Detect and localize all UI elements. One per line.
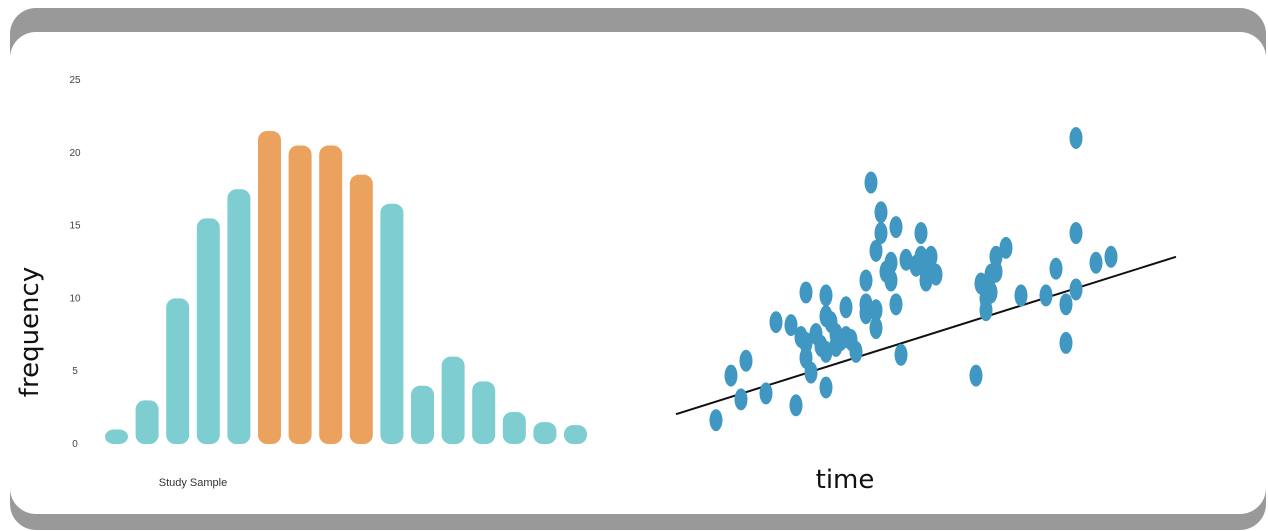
y-axis-label: frequency xyxy=(15,267,45,397)
scatter-point xyxy=(889,216,903,239)
scatter-point xyxy=(819,284,833,307)
scatter-point xyxy=(759,382,773,405)
scatter-point xyxy=(724,364,738,387)
scatter-point xyxy=(859,269,873,292)
scatter-point xyxy=(1059,293,1073,316)
y-tick-label: 10 xyxy=(69,293,81,304)
scatter-point xyxy=(874,222,888,245)
histogram-bar xyxy=(105,429,128,444)
scatter-point xyxy=(1039,284,1053,307)
histogram-bar xyxy=(533,422,557,444)
scatter-point xyxy=(789,394,803,417)
scatter-point xyxy=(869,299,883,322)
histogram-bar xyxy=(441,356,465,444)
y-tick-label: 0 xyxy=(72,439,78,450)
histogram-bar xyxy=(196,218,220,444)
histogram-bar xyxy=(380,203,404,444)
scatter-point xyxy=(884,251,898,274)
histogram-chart: frequency 0 5 10 15 20 25 Study Sample xyxy=(15,75,587,489)
scatter-point xyxy=(734,388,748,411)
histogram-bar xyxy=(319,145,343,444)
scatter-point xyxy=(819,340,833,363)
scatter-point xyxy=(984,281,998,304)
scatter-point xyxy=(739,349,753,372)
scatter-point xyxy=(889,293,903,316)
y-axis-ticks: 0 5 10 15 20 25 xyxy=(69,75,81,450)
x-axis-label: Study Sample xyxy=(159,477,227,489)
histogram-bar xyxy=(472,381,496,444)
scatter-point xyxy=(769,311,783,334)
scatter-point xyxy=(999,236,1013,259)
scatter-point xyxy=(839,296,853,319)
y-tick-label: 15 xyxy=(69,221,81,232)
scatter-point xyxy=(784,314,798,337)
scatter-chart: time xyxy=(675,127,1177,495)
scatter-point xyxy=(1104,245,1118,268)
scatter-point xyxy=(869,239,883,262)
histogram-bar xyxy=(349,174,373,444)
scatter-point xyxy=(1049,257,1063,280)
scatter-point xyxy=(819,376,833,399)
histogram-bar xyxy=(258,130,281,444)
trend-line xyxy=(675,255,1177,416)
y-tick-label: 5 xyxy=(72,366,78,377)
histogram-bar xyxy=(564,425,587,444)
histogram-bar xyxy=(411,385,434,444)
scatter-point xyxy=(989,260,1003,283)
scatter-points xyxy=(709,127,1118,432)
scatter-point xyxy=(924,245,938,268)
scatter-point xyxy=(884,269,898,292)
scatter-point xyxy=(1089,251,1103,274)
scatter-point xyxy=(849,340,863,363)
bar-series xyxy=(105,130,587,444)
histogram-bar xyxy=(135,400,159,444)
scatter-point xyxy=(864,171,878,194)
histogram-bar xyxy=(227,189,251,444)
scatter-point xyxy=(969,364,983,387)
y-tick-label: 20 xyxy=(69,148,81,159)
scatter-point xyxy=(1069,222,1083,245)
scatter-point xyxy=(869,317,883,340)
scatter-point xyxy=(804,361,818,384)
scatter-point xyxy=(914,222,928,245)
scatter-point xyxy=(894,343,908,366)
scatter-point xyxy=(709,409,723,432)
scatter-point xyxy=(859,302,873,325)
scatter-point xyxy=(899,248,913,271)
scatter-point xyxy=(1069,127,1083,149)
x-axis-label-time: time xyxy=(816,465,875,495)
scatter-point xyxy=(1014,284,1028,307)
scatter-point xyxy=(799,281,813,304)
scatter-point xyxy=(1069,278,1083,301)
y-tick-label: 25 xyxy=(69,75,81,86)
scatter-point xyxy=(874,201,888,224)
histogram-bar xyxy=(502,411,526,444)
histogram-bar xyxy=(166,298,190,444)
histogram-bar xyxy=(288,145,312,444)
scatter-point xyxy=(929,263,943,286)
scatter-point xyxy=(1059,331,1073,354)
